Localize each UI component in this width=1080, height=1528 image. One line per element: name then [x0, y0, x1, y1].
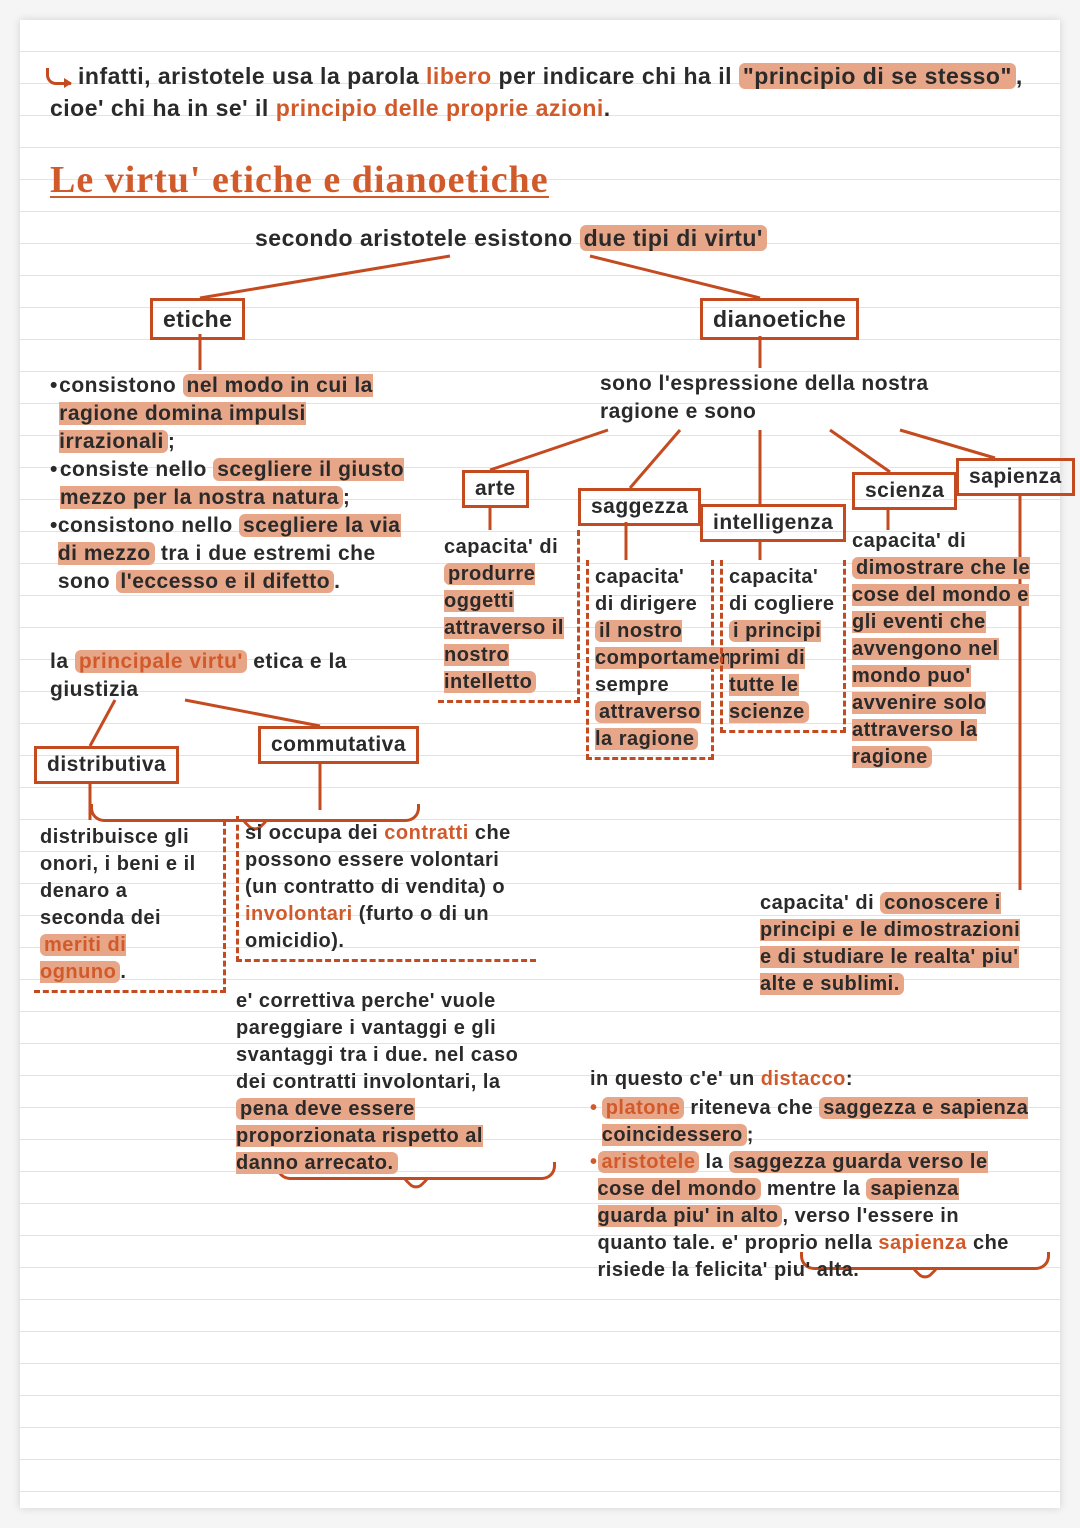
t: consistono	[59, 374, 182, 397]
t: aristotele	[598, 1151, 700, 1173]
label: commutativa	[271, 733, 406, 756]
t: distacco	[761, 1068, 846, 1090]
t: .	[604, 95, 611, 121]
label: saggezza	[591, 495, 688, 518]
t: la	[50, 650, 75, 673]
section-title: Le virtu' etiche e dianoetiche	[50, 164, 549, 198]
t: mentre la	[761, 1178, 867, 1200]
root-text: secondo aristotele esistono due tipi di …	[255, 222, 767, 254]
t: in questo c'e' un	[590, 1068, 761, 1090]
etiche-bullets: • consistono nel modo in cui la ragione …	[50, 372, 410, 596]
box-dianoetiche: dianoetiche	[700, 298, 859, 340]
t: ;	[168, 430, 176, 453]
t: sapienza	[878, 1232, 966, 1254]
t: produrre oggetti attraverso il nostro in…	[444, 563, 564, 693]
giustizia-text: la principale virtu' etica e la giustizi…	[50, 648, 400, 704]
box-arte: arte	[462, 470, 529, 508]
t: per indicare chi ha il	[492, 63, 739, 89]
arte-desc: capacita' di produrre oggetti attraverso…	[438, 530, 580, 703]
scienza-desc: capacita' di dimostrare che le cose del …	[852, 528, 1032, 771]
t: .	[334, 570, 340, 593]
label: etiche	[163, 306, 232, 332]
t: attraverso la ragione	[595, 701, 701, 750]
commutativa-corrective: e' correttiva perche' vuole pareggiare i…	[236, 988, 546, 1177]
box-etiche: etiche	[150, 298, 245, 340]
t: l'eccesso e il difetto	[116, 570, 334, 593]
t: e' correttiva perche' vuole pareggiare i…	[236, 990, 518, 1093]
t: ;	[343, 486, 351, 509]
box-sapienza: sapienza	[956, 458, 1075, 496]
distributiva-desc: distribuisce gli onori, i beni e il dena…	[34, 820, 226, 993]
t: "principio di se stesso"	[739, 63, 1016, 89]
label: intelligenza	[713, 511, 833, 534]
t: giustizia	[50, 678, 139, 701]
t: infatti, aristotele usa la parola	[78, 63, 426, 89]
t: consistono nello	[58, 514, 239, 537]
t: sempre	[595, 674, 669, 696]
t: riteneva che	[684, 1097, 819, 1119]
intelligenza-desc: capacita' di cogliere i principi primi d…	[720, 560, 846, 733]
t: principale virtu'	[75, 650, 247, 673]
notes-page: infatti, aristotele usa la parola libero…	[20, 20, 1060, 1508]
commutativa-desc: si occupa dei contratti che possono esse…	[236, 816, 536, 962]
t: la	[699, 1151, 729, 1173]
box-saggezza: saggezza	[578, 488, 701, 526]
t: etica e la	[247, 650, 347, 673]
t: capacita' di	[444, 536, 558, 558]
t: involontari	[245, 903, 353, 925]
t: libero	[426, 63, 492, 89]
t: pena deve essere proporzionata rispetto …	[236, 1098, 483, 1174]
t: capacita' di cogliere	[729, 566, 835, 615]
t: :	[846, 1068, 853, 1090]
t: platone	[602, 1097, 685, 1119]
t: capacita' di	[852, 530, 966, 552]
box-distributiva: distributiva	[34, 746, 179, 784]
t: principio delle proprie azioni	[276, 95, 604, 121]
sapienza-desc: capacita' di conoscere i principi e le d…	[760, 890, 1032, 998]
label: scienza	[865, 479, 944, 502]
saggezza-desc: capacita' di dirigere il nostro comporta…	[586, 560, 714, 760]
t: meriti di ognuno	[40, 934, 126, 983]
t: sono l'espressione della nostra ragione …	[600, 372, 929, 423]
t: capacita' di	[760, 892, 880, 914]
intro-paragraph: infatti, aristotele usa la parola libero…	[50, 60, 1030, 124]
t: contratti	[384, 822, 469, 844]
t: si occupa dei	[245, 822, 384, 844]
t: ;	[747, 1124, 754, 1146]
label: arte	[475, 477, 516, 500]
box-intelligenza: intelligenza	[700, 504, 846, 542]
dianoetiche-intro: sono l'espressione della nostra ragione …	[600, 370, 980, 426]
t: cioe' chi ha in se' il	[50, 95, 276, 121]
t: .	[120, 961, 126, 983]
t: i principi primi di tutte le scienze	[729, 620, 821, 723]
label: dianoetiche	[713, 306, 846, 332]
t: dimostrare che le cose del mondo e gli e…	[852, 557, 1030, 768]
distacco-block: in questo c'e' un distacco: • platone ri…	[590, 1066, 1030, 1284]
label: distributiva	[47, 753, 166, 776]
t: distribuisce gli onori, i beni e il dena…	[40, 826, 196, 929]
t: due tipi di virtu'	[580, 225, 767, 251]
box-commutativa: commutativa	[258, 726, 419, 764]
t: consiste nello	[60, 458, 213, 481]
label: sapienza	[969, 465, 1062, 488]
t: ,	[1016, 63, 1023, 89]
box-scienza: scienza	[852, 472, 957, 510]
t: capacita' di dirigere	[595, 566, 697, 615]
t: secondo aristotele esistono	[255, 225, 580, 251]
